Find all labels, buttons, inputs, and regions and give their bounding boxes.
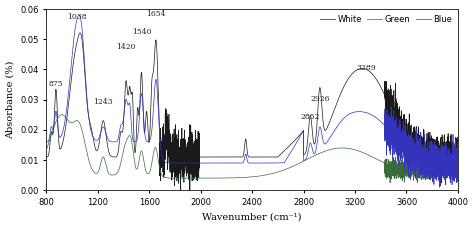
Text: 875: 875 bbox=[49, 80, 63, 88]
Blue bbox=[455, 157, 461, 160]
Line: Blue: Blue bbox=[46, 15, 458, 187]
Legend: White, Green, Blue: White, Green, Blue bbox=[319, 13, 454, 26]
Text: 1540: 1540 bbox=[132, 28, 151, 36]
Y-axis label: Absorbance (%): Absorbance (%) bbox=[6, 60, 15, 139]
White bbox=[77, 32, 83, 34]
Blue bbox=[287, 152, 293, 155]
White bbox=[64, 116, 70, 119]
Text: 1420: 1420 bbox=[116, 43, 136, 51]
Line: Green: Green bbox=[46, 115, 458, 183]
Blue bbox=[371, 115, 376, 117]
White bbox=[305, 136, 311, 139]
Blue bbox=[305, 151, 311, 154]
White bbox=[44, 156, 49, 158]
Green bbox=[455, 173, 461, 176]
White bbox=[349, 73, 355, 76]
Green bbox=[305, 158, 311, 160]
Blue bbox=[44, 141, 49, 143]
Text: 1038: 1038 bbox=[67, 13, 87, 21]
Text: 2852: 2852 bbox=[301, 113, 320, 121]
Green bbox=[44, 149, 49, 152]
Green bbox=[64, 118, 70, 121]
Blue bbox=[64, 106, 70, 109]
Text: 2926: 2926 bbox=[310, 95, 329, 103]
X-axis label: Wavenumber (cm⁻¹): Wavenumber (cm⁻¹) bbox=[202, 212, 302, 222]
Blue bbox=[437, 186, 443, 189]
Text: 1654: 1654 bbox=[146, 10, 166, 18]
White bbox=[455, 165, 461, 168]
Blue bbox=[192, 162, 198, 164]
Green bbox=[387, 181, 393, 184]
Green bbox=[192, 177, 198, 180]
Text: 1243: 1243 bbox=[93, 98, 113, 106]
White bbox=[371, 74, 376, 77]
Green bbox=[371, 156, 376, 159]
Blue bbox=[349, 112, 355, 114]
Green bbox=[349, 148, 355, 150]
White bbox=[192, 158, 198, 161]
White bbox=[287, 144, 293, 147]
White bbox=[178, 189, 183, 192]
Text: 3289: 3289 bbox=[356, 64, 376, 72]
Green bbox=[59, 113, 64, 116]
Line: White: White bbox=[46, 33, 458, 190]
Blue bbox=[76, 14, 82, 17]
Green bbox=[287, 166, 293, 169]
